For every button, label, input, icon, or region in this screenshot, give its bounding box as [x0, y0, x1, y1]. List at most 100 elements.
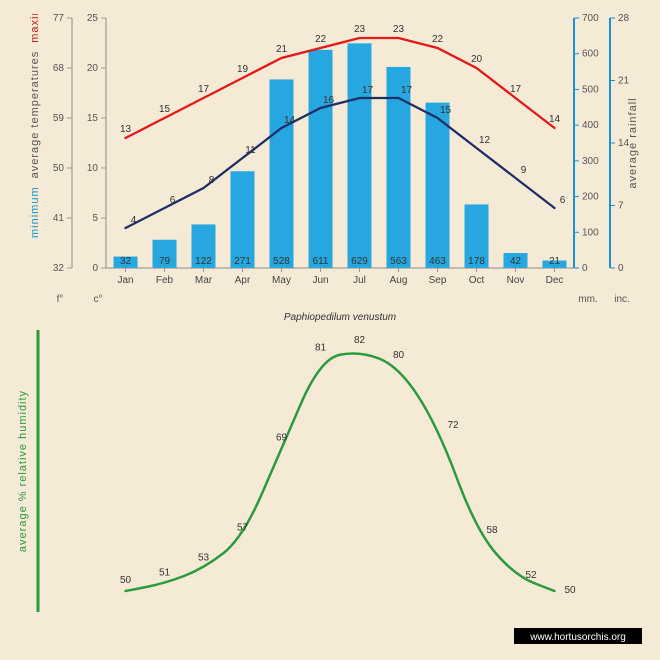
in-tick: 7 — [618, 201, 624, 212]
humidity-value: 81 — [315, 343, 327, 354]
max-temp-value: 23 — [393, 24, 405, 35]
f-tick: 59 — [53, 113, 65, 124]
max-temp-line — [126, 38, 555, 138]
humidity-value: 50 — [120, 575, 132, 586]
humidity-value: 80 — [393, 350, 405, 361]
rainfall-value: 79 — [159, 256, 171, 267]
c-tick: 15 — [87, 113, 99, 124]
min-temp-value: 15 — [440, 105, 452, 116]
max-temp-value: 22 — [315, 34, 327, 45]
rainfall-bar — [348, 43, 372, 268]
unit-c: c° — [94, 294, 103, 305]
rainfall-bar — [270, 79, 294, 268]
in-tick: 28 — [618, 14, 630, 24]
mm-tick: 300 — [582, 156, 599, 167]
mm-tick: 400 — [582, 120, 599, 131]
c-tick: 0 — [92, 263, 98, 274]
rainfall-value: 271 — [234, 256, 251, 267]
min-temp-value: 17 — [362, 85, 374, 96]
min-temp-value: 4 — [131, 215, 137, 226]
month-label: Jan — [117, 275, 133, 286]
min-temp-value: 8 — [209, 175, 215, 186]
rainfall-value: 463 — [429, 256, 446, 267]
rainfall-bar — [231, 171, 255, 268]
unit-f: f° — [57, 294, 64, 305]
min-temp-value: 16 — [323, 95, 335, 106]
min-temp-line — [126, 98, 555, 228]
unit-in: inc. — [614, 294, 630, 305]
rainfall-value: 528 — [273, 256, 290, 267]
mm-tick: 100 — [582, 227, 599, 238]
max-temp-value: 21 — [276, 44, 288, 55]
humidity-value: 69 — [276, 433, 288, 444]
humidity-value: 72 — [448, 420, 460, 431]
rainfall-value: 21 — [549, 256, 561, 267]
rainfall-axis-title: average rainfall — [627, 97, 639, 188]
min-temp-value: 9 — [521, 165, 527, 176]
credit-text: www.hortusorchis.org — [529, 632, 626, 643]
max-temp-value: 19 — [237, 64, 249, 75]
humidity-value: 50 — [565, 585, 577, 596]
f-tick: 41 — [53, 213, 65, 224]
max-temp-value: 23 — [354, 24, 366, 35]
in-tick: 0 — [618, 263, 624, 274]
f-tick: 50 — [53, 163, 65, 174]
in-tick: 21 — [618, 76, 630, 87]
min-temp-value: 6 — [170, 195, 176, 206]
max-temp-value: 20 — [471, 54, 483, 65]
max-temp-value: 22 — [432, 34, 444, 45]
f-tick: 68 — [53, 63, 65, 74]
rainfall-value: 42 — [510, 256, 522, 267]
humidity-line — [126, 354, 555, 592]
humidity-value: 57 — [237, 523, 249, 534]
rainfall-value: 563 — [390, 256, 407, 267]
mm-tick: 500 — [582, 84, 599, 95]
c-tick: 5 — [92, 213, 98, 224]
humidity-value: 53 — [198, 553, 210, 564]
month-label: Jun — [312, 275, 328, 286]
species-name: Paphiopedilum venustum — [284, 312, 396, 323]
max-temp-value: 17 — [510, 84, 522, 95]
rainfall-bar — [309, 50, 333, 268]
min-temp-value: 17 — [401, 85, 413, 96]
humidity-axis-title: average % relative humidity — [18, 390, 29, 552]
max-temp-value: 13 — [120, 124, 132, 135]
rainfall-bar — [426, 103, 450, 268]
humidity-value: 58 — [487, 525, 499, 536]
unit-mm: mm. — [578, 294, 597, 305]
c-tick: 20 — [87, 63, 99, 74]
min-temp-value: 11 — [245, 145, 256, 156]
max-temp-value: 15 — [159, 104, 171, 115]
month-label: Apr — [235, 275, 251, 286]
min-temp-value: 6 — [560, 195, 566, 206]
month-label: May — [272, 275, 291, 286]
min-temp-value: 12 — [479, 135, 491, 146]
min-temp-value: 14 — [284, 115, 296, 126]
month-label: Mar — [195, 275, 213, 286]
month-label: Feb — [156, 275, 174, 286]
mm-tick: 600 — [582, 49, 599, 60]
rainfall-value: 178 — [468, 256, 485, 267]
humidity-value: 82 — [354, 335, 366, 346]
max-temp-value: 14 — [549, 114, 561, 125]
mm-tick: 700 — [582, 14, 599, 24]
month-label: Aug — [390, 275, 408, 286]
month-label: Oct — [469, 275, 485, 286]
month-label: Nov — [507, 275, 525, 286]
max-temp-value: 17 — [198, 84, 210, 95]
c-tick: 25 — [87, 14, 99, 24]
month-label: Jul — [353, 275, 366, 286]
mm-tick: 200 — [582, 192, 599, 203]
mm-tick: 0 — [582, 263, 588, 274]
humidity-value: 51 — [159, 568, 171, 579]
month-label: Dec — [546, 275, 564, 286]
rainfall-value: 122 — [195, 256, 212, 267]
temp-axis-title: minimumaverage temperaturesmaximum — [29, 14, 41, 238]
humidity-value: 52 — [526, 570, 538, 581]
rainfall-value: 611 — [313, 256, 329, 267]
month-label: Sep — [429, 275, 447, 286]
c-tick: 10 — [87, 163, 99, 174]
rainfall-value: 32 — [120, 256, 132, 267]
f-tick: 77 — [53, 14, 65, 24]
rainfall-value: 629 — [351, 256, 368, 267]
